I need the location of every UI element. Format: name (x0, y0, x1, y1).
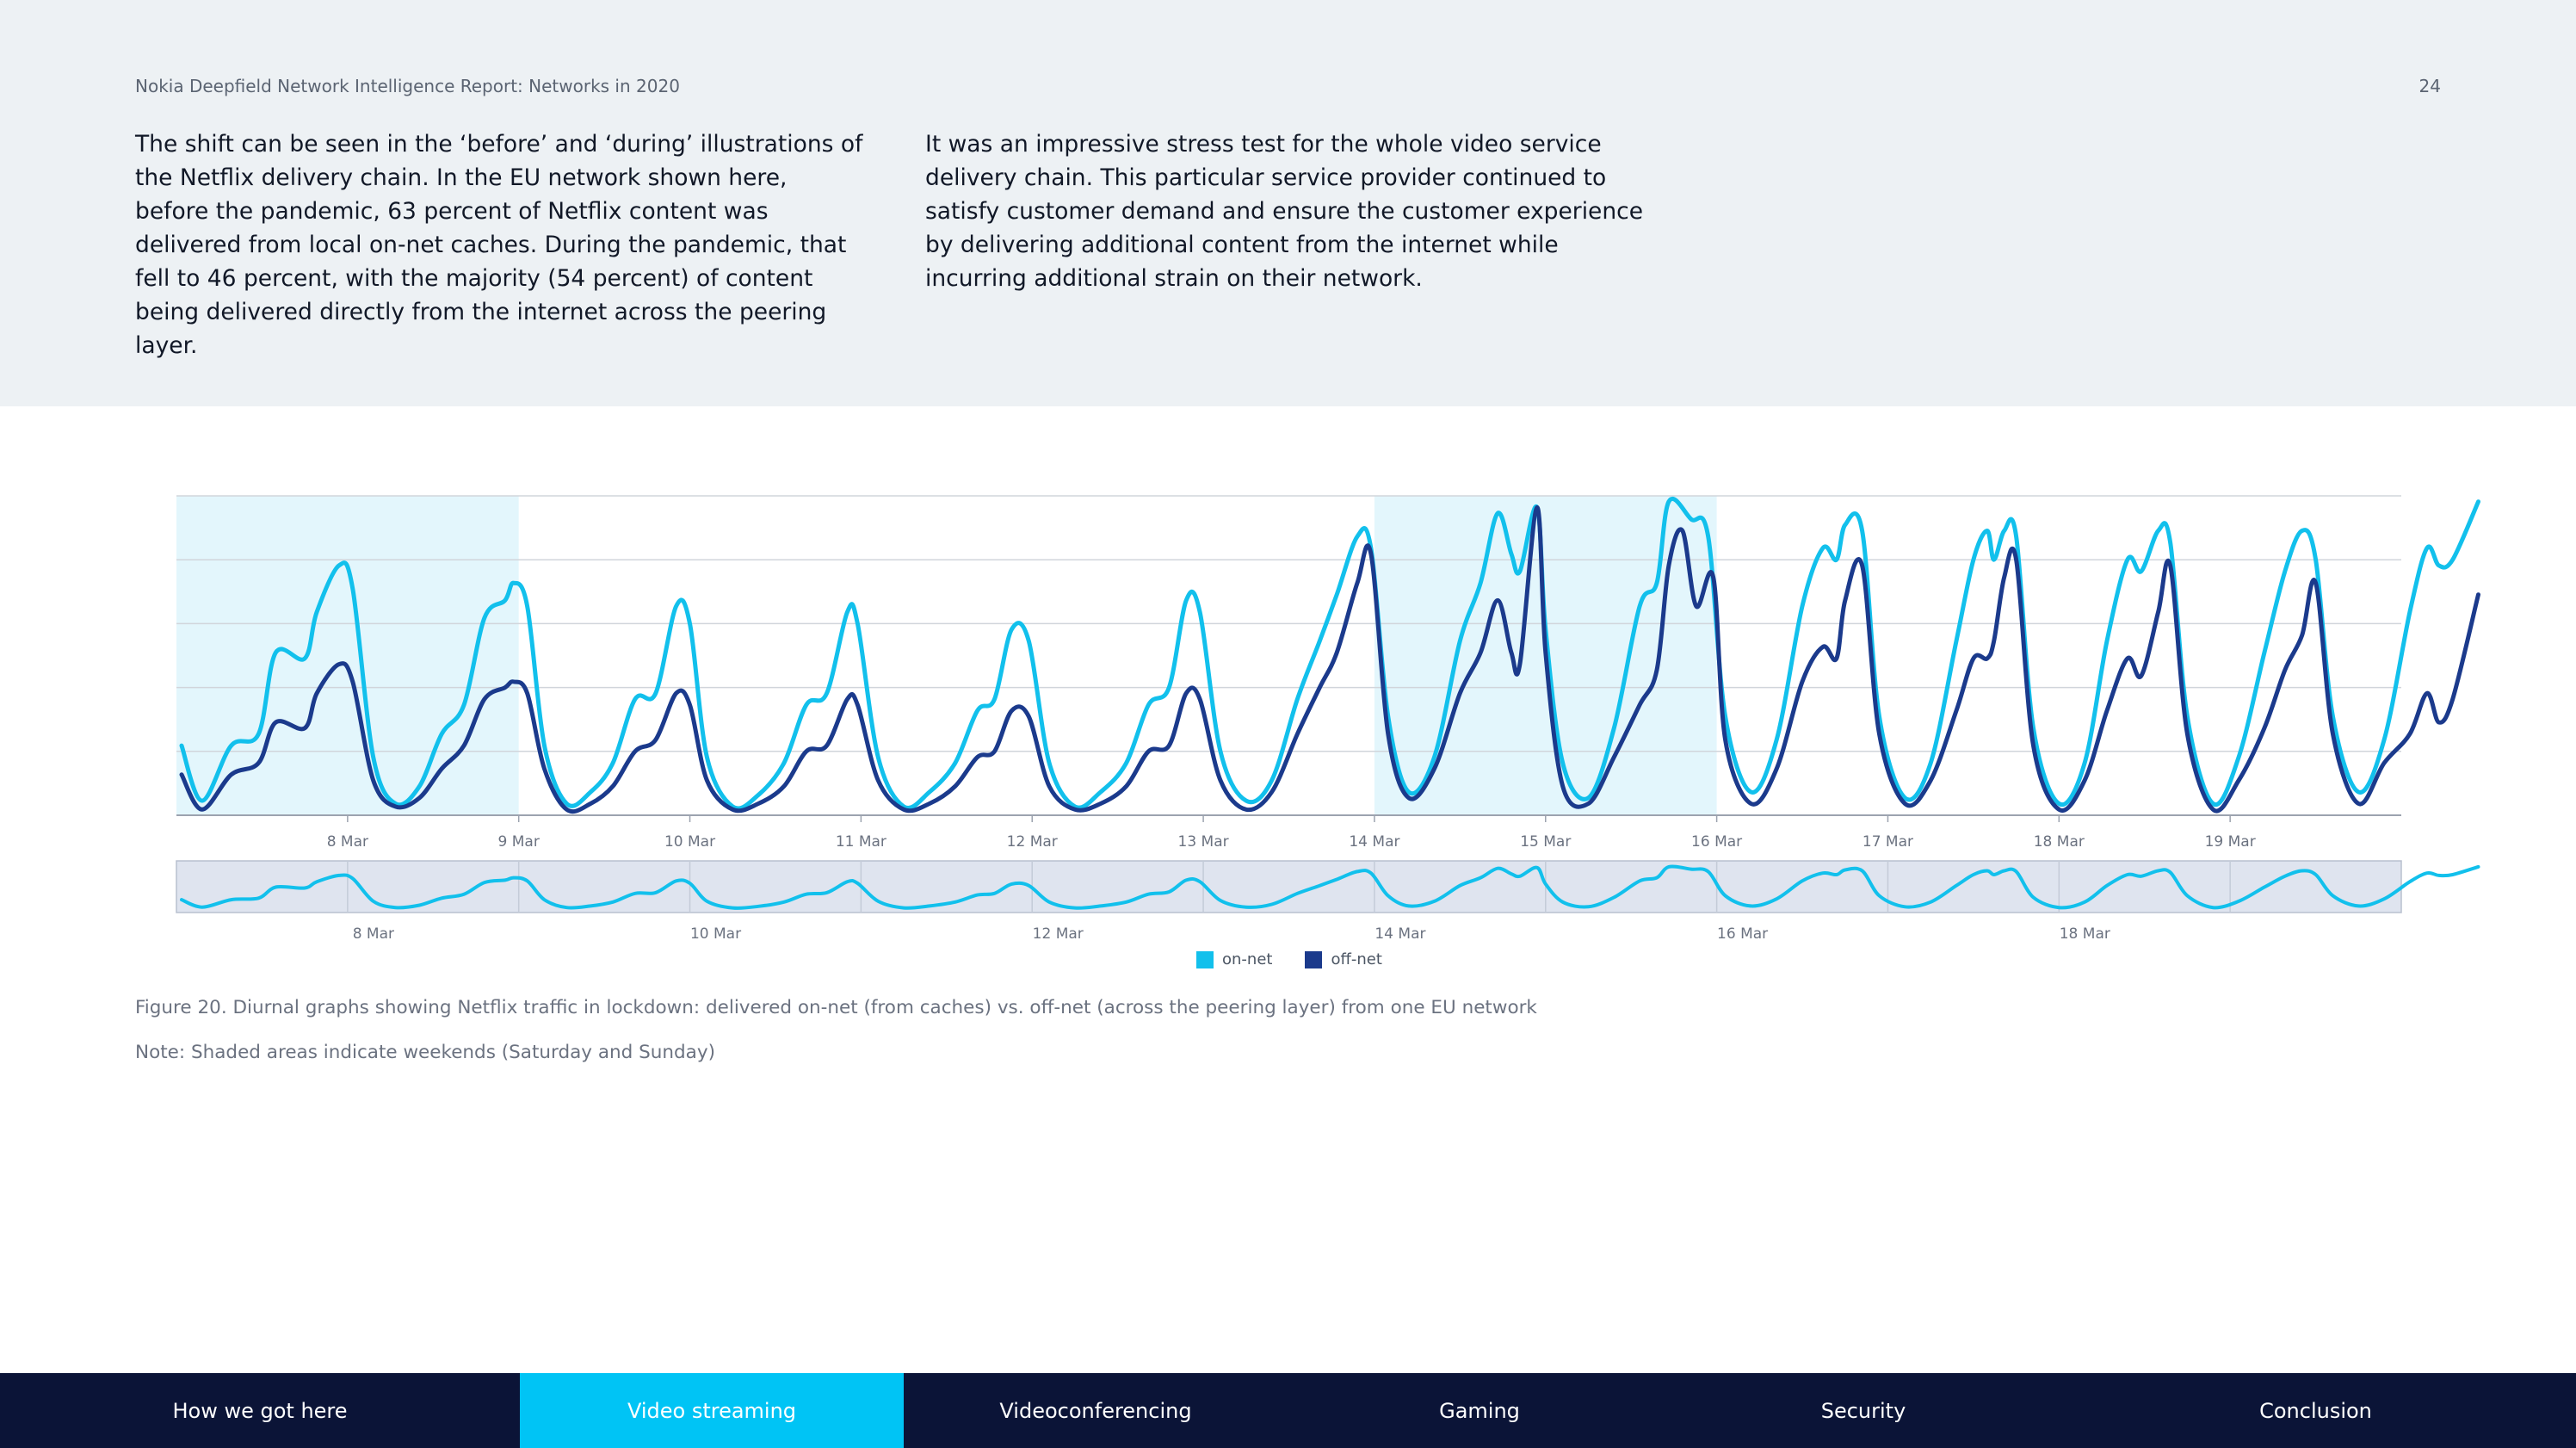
x-tick-label: 13 Mar (1178, 833, 1229, 851)
nav-tab-conclusion[interactable]: Conclusion (2259, 1398, 2372, 1423)
nav-tab-gaming[interactable]: Gaming (1439, 1398, 1520, 1423)
nav-tab-video-streaming[interactable]: Video streaming (520, 1373, 904, 1448)
intro-left-paragraph: The shift can be seen in the ‘before’ an… (135, 131, 863, 359)
legend-item-on-net[interactable]: on-net (1196, 950, 1272, 968)
diurnal-traffic-chart: 8 Mar 9 Mar 10 Mar 11 Mar 12 Mar 13 Mar 14 Mar… (176, 495, 2480, 943)
on-net-swatch (1196, 950, 1214, 968)
navigator-tick-label: 8 Mar (353, 925, 394, 943)
nav-tab-how-we-got-here[interactable]: How we got here (172, 1398, 348, 1423)
series-line-off-net (179, 504, 2480, 814)
x-tick-label: 9 Mar (498, 833, 540, 851)
x-tick-label: 11 Mar (836, 833, 886, 851)
weekend-shade-0 (176, 496, 519, 815)
legend-label-on-net: on-net (1222, 950, 1273, 968)
navigator-tick-label: 14 Mar (1374, 925, 1425, 943)
series-line-on-net (179, 497, 2480, 811)
x-tick-label: 16 Mar (1691, 833, 1742, 851)
chart-legend: on-net off-net (1196, 950, 1415, 968)
figure-caption: Figure 20. Diurnal graphs showing Netfli… (135, 997, 1537, 1018)
navigator-tick-label: 10 Mar (690, 925, 741, 943)
chart-container: 8 Mar 9 Mar 10 Mar 11 Mar 12 Mar 13 Mar 14 Mar… (0, 465, 2576, 999)
x-tick-label: 12 Mar (1007, 833, 1058, 851)
figure-note: Note: Shaded areas indicate weekends (Sa… (135, 1042, 715, 1063)
legend-label-off-net: off-net (1331, 950, 1382, 968)
x-tick-label: 14 Mar (1349, 833, 1399, 851)
header-panel: Nokia Deepfield Network Intelligence Rep… (0, 0, 2576, 406)
x-tick-label: 8 Mar (327, 833, 368, 851)
report-title: Nokia Deepfield Network Intelligence Rep… (135, 76, 680, 96)
legend-item-off-net[interactable]: off-net (1305, 950, 1382, 968)
nav-tab-security[interactable]: Security (1820, 1398, 1906, 1423)
intro-right-paragraph: It was an impressive stress test for the… (925, 131, 1644, 292)
nav-tab-videoconferencing[interactable]: Videoconferencing (999, 1398, 1192, 1423)
x-tick-label: 17 Mar (1863, 833, 1913, 851)
navigator-background (176, 860, 2402, 913)
navigator-series-on-net (180, 864, 2480, 910)
navigator-tick-label: 18 Mar (2060, 925, 2110, 943)
x-tick-label: 15 Mar (1520, 833, 1571, 851)
x-tick-label: 19 Mar (2205, 833, 2256, 851)
off-net-swatch (1305, 950, 1323, 968)
x-tick-label: 10 Mar (664, 833, 715, 851)
navigator-tick-label: 12 Mar (1033, 925, 1084, 943)
page-number: 24 (2418, 76, 2441, 96)
bottom-navigation: How we got here Video streaming Videocon… (0, 1373, 2576, 1448)
navigator-tick-label: 16 Mar (1717, 925, 1768, 943)
x-tick-label: 18 Mar (2034, 833, 2085, 851)
